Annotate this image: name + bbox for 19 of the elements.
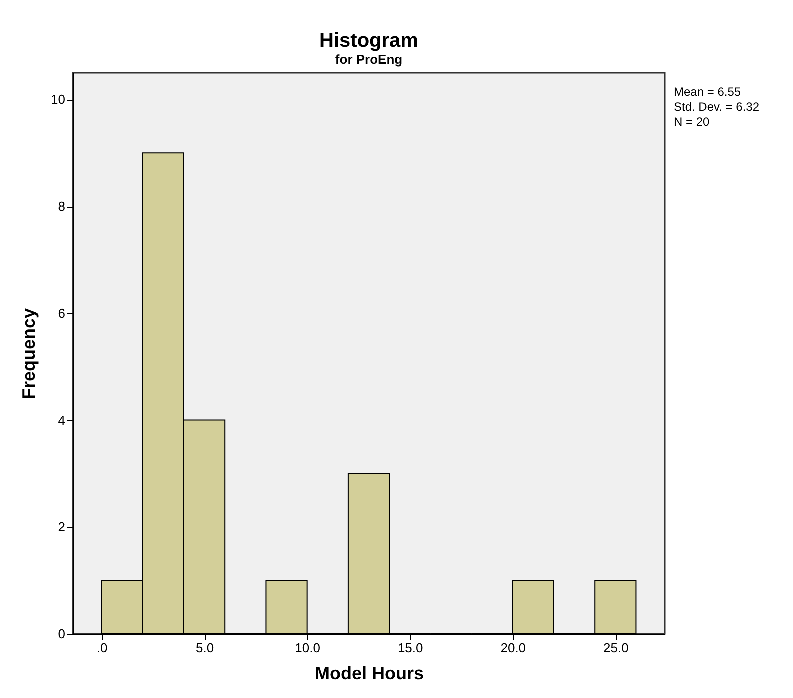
y-tick-label: 8 bbox=[58, 199, 66, 214]
x-tick-label: 15.0 bbox=[398, 640, 424, 656]
x-tick-label: 10.0 bbox=[295, 640, 320, 656]
text: Mean = 6.55 bbox=[674, 85, 742, 99]
x-tick-label: 5.0 bbox=[196, 640, 214, 656]
chart-subtitle: for ProEng bbox=[335, 52, 403, 67]
y-tick-label: 10 bbox=[51, 92, 66, 108]
y-axis-title: Frequency bbox=[19, 308, 40, 400]
chart-title: Histogram bbox=[320, 30, 418, 52]
x-tick-label: 20.0 bbox=[500, 640, 526, 656]
y-tick-label: 6 bbox=[58, 306, 66, 321]
text: Std. Dev. = 6.32 bbox=[674, 100, 760, 114]
x-axis-title: Model Hours bbox=[314, 664, 424, 684]
x-tick-label: 25.0 bbox=[604, 640, 629, 656]
y-tick-label: 2 bbox=[58, 520, 66, 535]
y-tick-label: 4 bbox=[58, 412, 66, 428]
x-tick-label: .0 bbox=[96, 640, 108, 656]
y-tick-label: 0 bbox=[58, 626, 66, 642]
text: N = 20 bbox=[674, 115, 710, 129]
